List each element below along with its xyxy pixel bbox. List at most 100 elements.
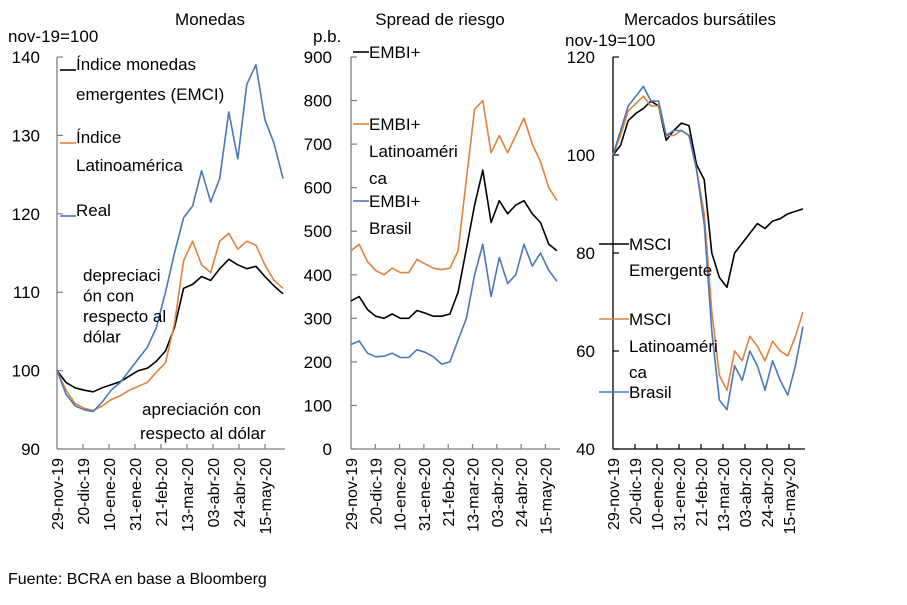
legend-item: MSCI Emergente [599,235,712,280]
legend-label: Índice [76,128,121,147]
legend-label: Brasil [629,383,672,402]
y-tick-label: 500 [304,222,332,241]
chart-spread-de-riesgo: Spread de riesgo p.b. 0 100 200 300 400 500 60… [304,10,560,534]
y-axis-label: nov-19=100 [8,27,98,46]
y-tick-label: 100 [567,146,595,165]
y-tick-label: 900 [304,48,332,67]
legend-item: Índice Latinoamérica [60,128,183,175]
x-tick-label: 21-feb-20 [694,458,711,527]
chart-title: Monedas [175,10,245,29]
chart-title: Spread de riesgo [375,10,504,29]
annotation-line: dólar [83,328,121,347]
y-tick-label: 0 [323,440,332,459]
y-tick-label: 130 [12,126,40,145]
series-line-embi-latinoamérica [350,99,558,276]
y-tick-label: 400 [304,266,332,285]
y-tick-label: 100 [12,362,40,381]
x-tick-label: 10-ene-20 [102,458,119,531]
legend-item: EMBI+ [353,43,421,62]
series-line-índice-monedas-emergentes-emci- [56,258,284,393]
annotation-line: respecto al dólar [140,424,266,443]
y-axis-label: p.b. [313,27,341,46]
annotation-line: ón con [83,287,134,306]
series-line-embi-brasil [350,243,558,365]
y-tick-label: 600 [304,179,332,198]
legend-label: MSCI [629,310,672,329]
legend-label: EMBI+ [369,43,421,62]
x-tick-label: 13-mar-20 [716,458,733,532]
x-tick-label: 29-nov-19 [606,458,623,530]
y-axis-label: nov-19=100 [565,31,655,50]
series-line-real [56,64,284,413]
x-tick-label: 13-mar-20 [466,458,483,532]
x-tick-label: 15-may-20 [258,458,275,535]
x-tick-label: 20-dic-19 [76,458,93,525]
x-tick-label: 20-dic-19 [368,458,385,525]
y-tick-label: 200 [304,353,332,372]
legend-label: EMBI+ [369,192,421,211]
x-tick-label: 24-abr-20 [514,458,531,527]
legend-label: Emergente [629,261,712,280]
y-tick-label: 90 [21,440,40,459]
legend-label: Latinoaméri [629,337,718,356]
legend-label: Latinoaméri [369,142,458,161]
legend-item: Índice monedas emergentes (EMCI) [60,55,224,104]
annotation-line: respecto al [83,307,166,326]
annotation-appreciation: apreciación con respecto al dólar [140,400,266,443]
x-tick-label: 21-feb-20 [441,458,458,527]
legend-label: Latinoamérica [76,156,183,175]
y-tick-label: 300 [304,309,332,328]
legend-label: ca [369,169,388,188]
chart-monedas: Monedas nov-19=100 90 100 110 120 130 140 29-… [8,10,285,534]
annotation-line: apreciación con [142,400,261,419]
x-tick-label: 24-abr-20 [760,458,777,527]
x-tick-label: 29-nov-19 [344,458,361,530]
x-tick-label: 31-ene-20 [672,458,689,531]
x-tick-label: 21-feb-20 [154,458,171,527]
legend-label: emergentes (EMCI) [76,85,224,104]
chart-mercados-bursatiles: Mercados bursátiles nov-19=100 40 60 80 100… [565,10,805,534]
x-tick-label: 29-nov-19 [50,458,67,530]
legend-label: Real [76,201,111,220]
x-tick-label: 31-ene-20 [128,458,145,531]
annotation-line: depreciaci [83,266,161,285]
source-note: Fuente: BCRA en base a Bloomberg [8,571,267,588]
series-line-brasil [612,85,804,411]
legend-label: MSCI [629,235,672,254]
y-tick-label: 140 [12,48,40,67]
x-tick-label: 03-abr-20 [490,458,507,527]
chart-title: Mercados bursátiles [624,10,776,29]
x-tick-label: 31-ene-20 [417,458,434,531]
y-tick-label: 40 [576,440,595,459]
legend-item: EMBI+ Brasil [353,192,421,238]
legend-label: EMBI+ [369,115,421,134]
x-tick-label: 15-may-20 [538,458,555,535]
x-tick-label: 03-abr-20 [738,458,755,527]
x-tick-label: 15-may-20 [782,458,799,535]
y-tick-label: 60 [576,342,595,361]
y-tick-label: 80 [576,244,595,263]
y-tick-label: 120 [12,205,40,224]
y-tick-label: 700 [304,135,332,154]
legend-item: MSCI Latinoaméri ca [599,310,718,382]
y-tick-label: 100 [304,396,332,415]
legend-item: Real [60,201,111,220]
legend-label: ca [629,363,648,382]
x-tick-label: 24-abr-20 [232,458,249,527]
x-tick-label: 13-mar-20 [180,458,197,532]
series-line-embi- [350,169,558,320]
x-tick-label: 10-ene-20 [393,458,410,531]
y-tick-label: 800 [304,92,332,111]
x-tick-label: 20-dic-19 [628,458,645,525]
series-line-msci-emergente [612,100,804,289]
x-tick-label: 10-ene-20 [650,458,667,531]
series-line-msci-latinoamérica [612,95,804,392]
legend-item: Brasil [599,383,672,402]
y-tick-label: 110 [13,283,40,302]
legend-item: EMBI+ Latinoaméri ca [353,115,458,188]
legend-label: Índice monedas [76,55,196,74]
x-tick-label: 03-abr-20 [206,458,223,527]
legend-label: Brasil [369,219,412,238]
